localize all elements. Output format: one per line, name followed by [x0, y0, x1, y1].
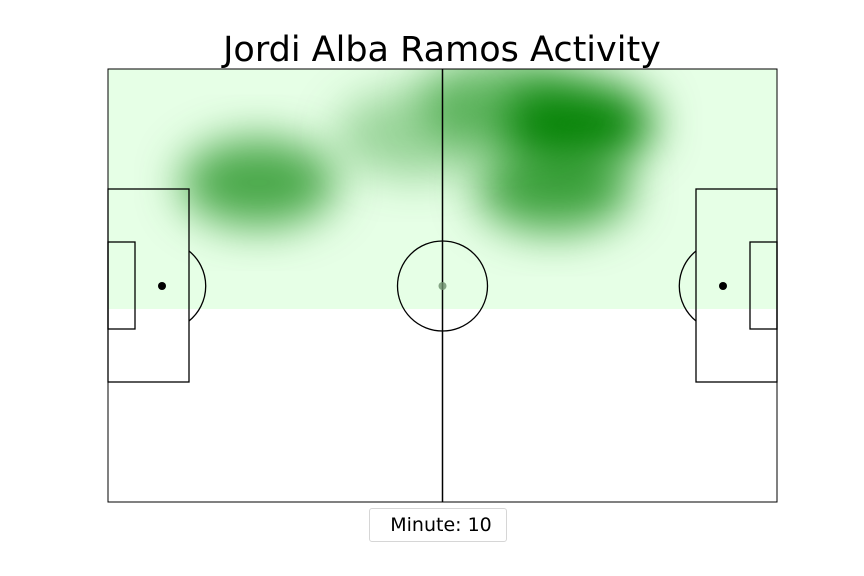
left-penalty-arc — [188, 250, 207, 322]
right-penalty-spot — [719, 282, 727, 290]
right-penalty-arc — [678, 250, 697, 322]
minute-legend: Minute: 10 — [369, 508, 507, 542]
chart-title: Jordi Alba Ramos Activity — [223, 30, 661, 70]
heat-hotspot — [476, 144, 632, 233]
heat-hotspot — [336, 89, 493, 178]
left-six-yard-box — [107, 241, 136, 330]
center-circle — [396, 240, 489, 332]
legend-label: Minute: 10 — [390, 514, 492, 536]
left-penalty-spot — [158, 282, 166, 290]
heatmap-density-layer — [180, 69, 655, 233]
heat-hotspot — [180, 138, 337, 227]
right-six-yard-box — [749, 241, 778, 330]
center-spot — [438, 282, 447, 290]
